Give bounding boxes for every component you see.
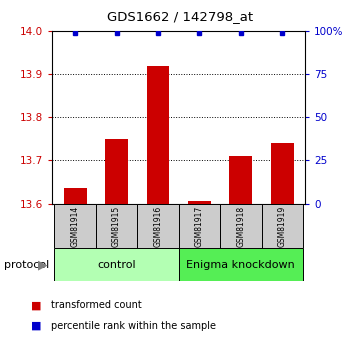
Text: percentile rank within the sample: percentile rank within the sample bbox=[51, 321, 216, 331]
Text: GSM81916: GSM81916 bbox=[153, 205, 162, 247]
Text: transformed count: transformed count bbox=[51, 300, 141, 310]
Bar bbox=[220, 204, 262, 248]
Text: ■: ■ bbox=[31, 300, 42, 310]
Bar bbox=[105, 139, 128, 204]
Bar bbox=[262, 204, 303, 248]
Bar bbox=[137, 204, 179, 248]
Text: ▶: ▶ bbox=[38, 258, 47, 272]
Bar bbox=[64, 188, 87, 204]
Bar bbox=[96, 204, 137, 248]
Bar bbox=[55, 248, 179, 281]
Text: GSM81919: GSM81919 bbox=[278, 205, 287, 247]
Bar bbox=[179, 204, 220, 248]
Bar bbox=[179, 248, 303, 281]
Bar bbox=[55, 204, 96, 248]
Text: GSM81915: GSM81915 bbox=[112, 205, 121, 247]
Text: GDS1662 / 142798_at: GDS1662 / 142798_at bbox=[108, 10, 253, 23]
Bar bbox=[271, 143, 293, 204]
Bar bbox=[147, 66, 169, 204]
Bar bbox=[188, 201, 211, 204]
Bar bbox=[230, 156, 252, 204]
Text: protocol: protocol bbox=[4, 260, 49, 270]
Text: GSM81918: GSM81918 bbox=[236, 205, 245, 247]
Text: GSM81914: GSM81914 bbox=[71, 205, 80, 247]
Text: GSM81917: GSM81917 bbox=[195, 205, 204, 247]
Text: control: control bbox=[97, 260, 136, 270]
Text: ■: ■ bbox=[31, 321, 42, 331]
Text: Enigma knockdown: Enigma knockdown bbox=[187, 260, 295, 270]
